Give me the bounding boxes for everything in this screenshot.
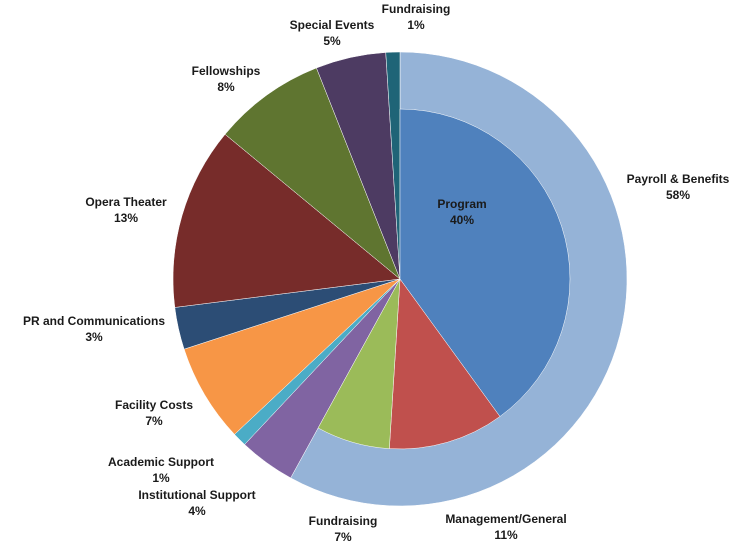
inner-slice-program xyxy=(399,108,571,417)
outer-opera-theater-5-percent-label: 13% xyxy=(114,211,138,225)
inner-fundraising-percent-label: 7% xyxy=(334,530,352,544)
outer-pr-and-communications-4-category-label: PR and Communications xyxy=(23,314,165,328)
outer-slice-fundraising-8 xyxy=(385,51,401,280)
outer-fellowships-6-category-label: Fellowships xyxy=(192,64,261,78)
outer-fundraising-8-category-label: Fundraising xyxy=(382,2,451,16)
outer-facility-costs-3-category-label: Facility Costs xyxy=(115,398,193,412)
outer-slice-fellowships-6 xyxy=(224,67,401,280)
outer-slice-opera-theater-5 xyxy=(172,133,401,308)
inner-management-general-category-label: Management/General xyxy=(445,512,566,526)
outer-facility-costs-3-percent-label: 7% xyxy=(145,414,163,428)
outer-special-events-7-percent-label: 5% xyxy=(323,34,341,48)
outer-special-events-7-category-label: Special Events xyxy=(290,18,375,32)
inner-slice-management-general xyxy=(389,278,501,450)
outer-payroll-benefits-0-category-label: Payroll & Benefits xyxy=(627,172,730,186)
outer-institutional-support-1-percent-label: 4% xyxy=(188,504,206,518)
outer-fellowships-6-percent-label: 8% xyxy=(217,80,235,94)
inner-management-general-percent-label: 11% xyxy=(494,528,518,542)
inner-fundraising-category-label: Fundraising xyxy=(309,514,378,528)
outer-opera-theater-5-category-label: Opera Theater xyxy=(85,195,167,209)
outer-payroll-benefits-0-percent-label: 58% xyxy=(666,188,690,202)
inner-slice-fundraising xyxy=(317,278,401,449)
outer-pr-and-communications-4-percent-label: 3% xyxy=(85,330,103,344)
outer-fundraising-8-percent-label: 1% xyxy=(407,18,425,32)
outer-academic-support-2-category-label: Academic Support xyxy=(108,455,214,469)
inner-program-percent-label: 40% xyxy=(450,213,474,227)
inner-program-category-label: Program xyxy=(437,197,486,211)
outer-academic-support-2-percent-label: 1% xyxy=(152,471,170,485)
outer-institutional-support-1-category-label: Institutional Support xyxy=(138,488,255,502)
